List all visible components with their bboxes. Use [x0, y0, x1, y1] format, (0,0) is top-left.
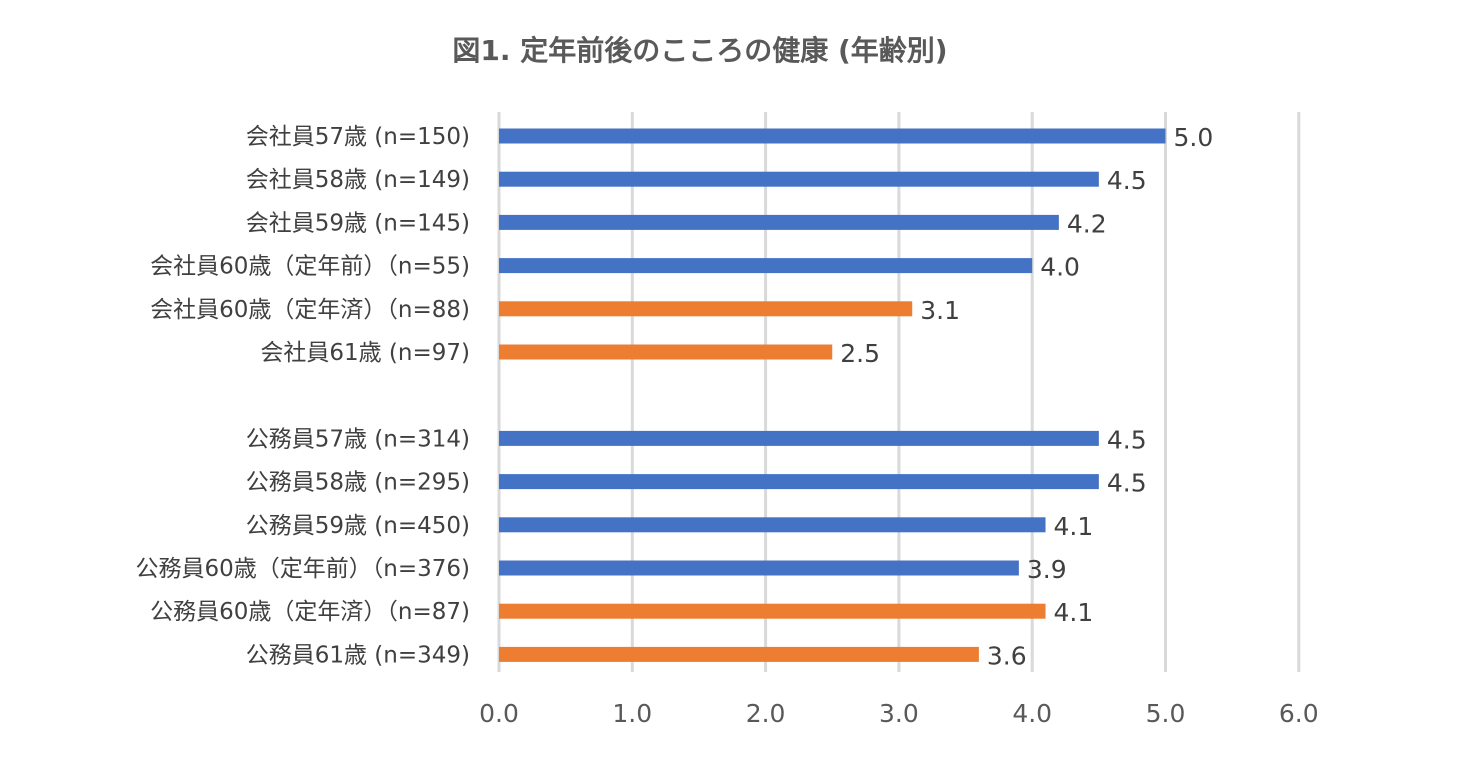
- category-labels: 会社員57歳 (n=150) 会社員58歳 (n=149) 会社員59歳 (n=14…: [136, 124, 471, 668]
- category-label: 会社員57歳 (n=150): [246, 124, 470, 150]
- category-label: 公務員58歳 (n=295): [246, 470, 470, 496]
- data-label: 4.0: [1040, 253, 1080, 282]
- gridlines: [497, 112, 1301, 672]
- bar: [499, 128, 1166, 144]
- x-tick-label: 3.0: [879, 699, 919, 728]
- category-label: 会社員59歳 (n=145): [246, 210, 470, 236]
- category-label: 公務員57歳 (n=314): [246, 426, 470, 452]
- data-label: 5.0: [1174, 123, 1214, 152]
- x-tick-label: 2.0: [746, 699, 786, 728]
- data-label: 3.1: [920, 296, 960, 325]
- bar: [499, 258, 1033, 274]
- bar: [499, 646, 979, 662]
- data-label: 4.5: [1107, 469, 1147, 498]
- data-labels: 5.04.54.24.03.12.54.54.54.13.94.13.6: [840, 123, 1213, 670]
- bar: [499, 430, 1099, 446]
- chart-title: 図1. 定年前後のこころの健康 (年齢別): [452, 34, 947, 67]
- x-axis-tick-labels: 0.0 1.0 2.0 3.0 4.0 5.0 6.0: [479, 699, 1319, 728]
- bar: [499, 474, 1099, 490]
- bar: [499, 517, 1046, 533]
- x-tick-label: 0.0: [479, 699, 519, 728]
- data-label: 3.9: [1027, 555, 1067, 584]
- x-tick-label: 1.0: [612, 699, 652, 728]
- category-label: 会社員58歳 (n=149): [246, 167, 470, 193]
- data-label: 4.1: [1054, 512, 1094, 541]
- x-tick-label: 4.0: [1012, 699, 1052, 728]
- bars: [499, 128, 1166, 662]
- category-label: 会社員60歳（定年済）（n=88): [150, 297, 470, 323]
- bar: [499, 344, 833, 360]
- category-label: 公務員61歳 (n=349): [246, 642, 470, 668]
- category-label: 会社員60歳（定年前）（n=55): [150, 254, 470, 280]
- bar: [499, 301, 913, 317]
- data-label: 4.1: [1054, 598, 1094, 627]
- category-label: 公務員60歳（定年前）（n=376): [136, 556, 471, 582]
- bar: [499, 603, 1046, 619]
- data-label: 2.5: [840, 339, 880, 368]
- data-label: 4.2: [1067, 209, 1107, 238]
- data-label: 3.6: [987, 641, 1027, 670]
- category-label: 会社員61歳 (n=97): [260, 340, 470, 366]
- category-label: 公務員59歳 (n=450): [246, 513, 470, 539]
- category-label: 公務員60歳（定年済）（n=87): [150, 599, 470, 625]
- bar: [499, 171, 1099, 187]
- x-tick-label: 6.0: [1279, 699, 1319, 728]
- bar: [499, 214, 1059, 230]
- x-tick-label: 5.0: [1146, 699, 1186, 728]
- data-label: 4.5: [1107, 166, 1147, 195]
- bar: [499, 560, 1019, 576]
- data-label: 4.5: [1107, 425, 1147, 454]
